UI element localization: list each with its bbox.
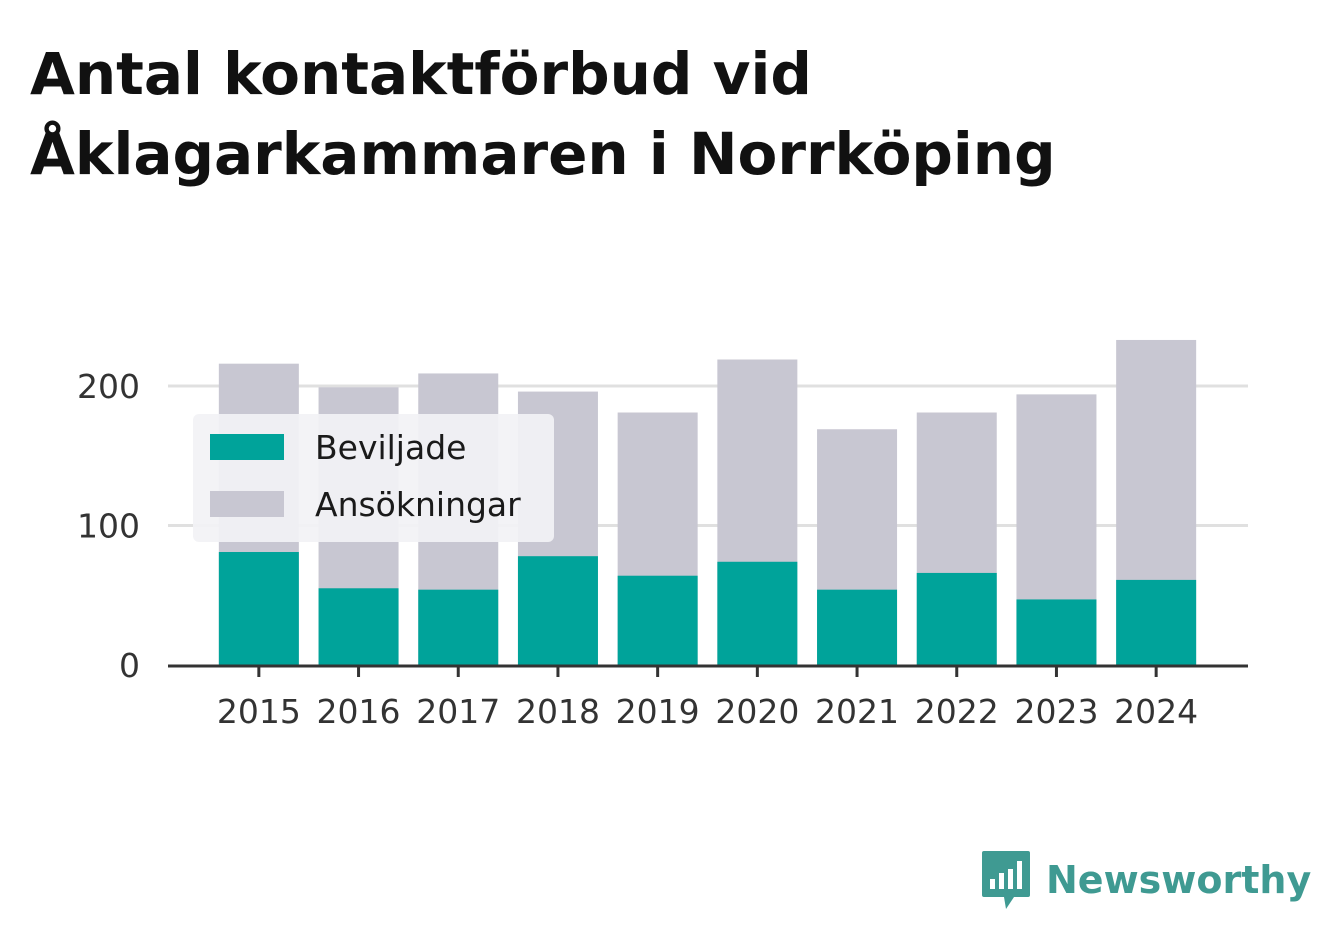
chart-title: Antal kontaktförbud vid Åklagarkammaren i… xyxy=(30,34,1230,194)
x-tick-label-2017: 2017 xyxy=(416,692,500,731)
bar-beviljade-2018 xyxy=(517,556,598,665)
y-tick-label-200: 200 xyxy=(77,367,140,406)
brand-name: Newsworthy xyxy=(1046,858,1312,902)
bar-beviljade-2017 xyxy=(418,589,499,665)
chart-title-line-2: Åklagarkammaren i Norrköping xyxy=(30,120,1056,188)
bar-beviljade-2022 xyxy=(916,572,997,665)
x-tick-label-2016: 2016 xyxy=(317,692,401,731)
x-tick-label-2022: 2022 xyxy=(915,692,999,731)
bar-beviljade-2021 xyxy=(817,589,898,665)
x-axis-ticks: 2015 2016 2017 2018 2019 2020 2021 2022 2023 2024 xyxy=(217,667,1198,731)
chart-title-line-1: Antal kontaktförbud vid xyxy=(30,40,812,108)
legend-label-beviljade: Beviljade xyxy=(315,428,466,467)
bar-beviljade-2020 xyxy=(717,561,798,665)
x-tick-label-2024: 2024 xyxy=(1114,692,1198,731)
x-tick-label-2023: 2023 xyxy=(1014,692,1098,731)
bar-beviljade-2024 xyxy=(1116,579,1197,665)
bar-beviljade-2016 xyxy=(318,588,399,665)
newsworthy-bar-chart-icon xyxy=(982,851,1030,909)
legend: Beviljade Ansökningar xyxy=(193,414,554,542)
bar-beviljade-2023 xyxy=(1016,599,1097,665)
newsworthy-logo: Newsworthy xyxy=(980,848,1311,912)
legend-label-ansokningar: Ansökningar xyxy=(315,485,521,524)
bar-beviljade-2019 xyxy=(617,575,698,665)
y-axis-ticks: 0 100 200 xyxy=(77,367,140,685)
x-tick-label-2020: 2020 xyxy=(715,692,799,731)
x-tick-label-2019: 2019 xyxy=(616,692,700,731)
y-tick-label-100: 100 xyxy=(77,507,140,546)
legend-swatch-beviljade xyxy=(210,434,284,460)
x-tick-label-2018: 2018 xyxy=(516,692,600,731)
beviljade-bars xyxy=(218,552,1197,665)
legend-swatch-ansokningar xyxy=(210,491,284,517)
x-tick-label-2021: 2021 xyxy=(815,692,899,731)
y-tick-label-0: 0 xyxy=(119,646,140,685)
bar-beviljade-2015 xyxy=(218,552,299,665)
x-tick-label-2015: 2015 xyxy=(217,692,301,731)
